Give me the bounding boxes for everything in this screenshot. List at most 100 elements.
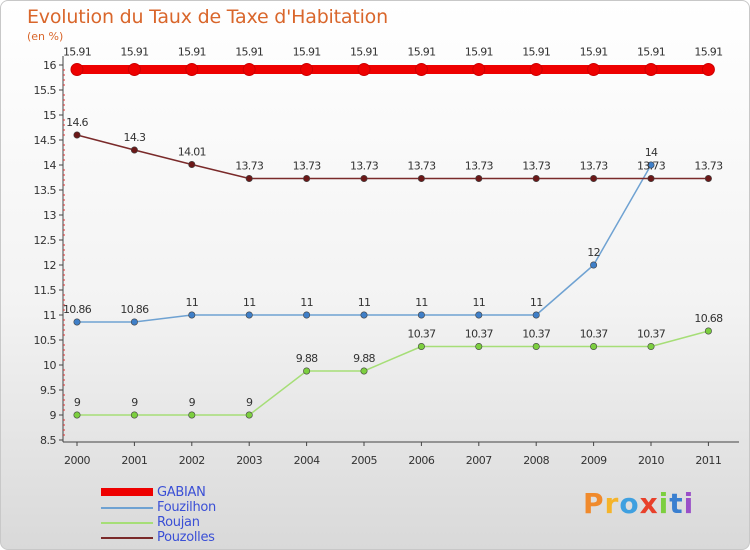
data-point	[647, 161, 655, 169]
series-line-pouzolles	[76, 134, 710, 180]
data-label: 10.68	[694, 312, 723, 325]
data-label: 11	[300, 296, 313, 309]
data-label: 10.37	[465, 328, 494, 341]
x-tick-label: 2004	[294, 454, 320, 467]
y-tick-label: 11	[43, 309, 56, 322]
data-label: 10.37	[522, 328, 551, 341]
legend-label: Fouzilhon	[157, 500, 216, 515]
data-label: 10.37	[407, 328, 436, 341]
logo-letter: P	[583, 487, 605, 520]
data-point	[130, 146, 138, 154]
data-point	[300, 63, 314, 76]
x-tick-label: 2001	[121, 454, 147, 467]
y-tick-label: 9.5	[40, 384, 56, 397]
data-point	[417, 342, 425, 350]
data-label: 13.73	[293, 160, 322, 173]
data-label: 10.86	[120, 303, 149, 316]
data-label: 13.73	[350, 160, 379, 173]
data-label: 11	[530, 296, 543, 309]
data-label: 9	[189, 396, 196, 409]
data-label: 15.91	[637, 46, 665, 59]
data-point	[475, 342, 483, 350]
x-tick-label: 2009	[581, 454, 607, 467]
y-tick-label: 14	[43, 159, 56, 172]
data-point	[357, 63, 371, 76]
x-tick-label: 2003	[236, 454, 262, 467]
data-label: 9	[246, 396, 253, 409]
logo-letter: x	[639, 487, 659, 520]
data-point	[303, 175, 311, 183]
legend-swatch	[101, 537, 153, 539]
y-tick-label: 13	[43, 209, 56, 222]
logo-letter: o	[619, 487, 640, 520]
data-label: 11	[243, 296, 256, 309]
data-label: 13.73	[637, 160, 666, 173]
data-label: 11	[472, 296, 485, 309]
data-point	[532, 311, 540, 319]
x-tick-label: 2005	[351, 454, 377, 467]
data-point	[245, 175, 253, 183]
data-point	[417, 311, 425, 319]
y-tick-label: 15.5	[34, 84, 57, 97]
y-tick-label: 15	[43, 109, 56, 122]
data-label: 10.37	[580, 328, 609, 341]
data-point	[360, 311, 368, 319]
legend-label: GABIAN	[157, 485, 206, 500]
data-label: 13.73	[522, 160, 551, 173]
data-point	[185, 63, 199, 76]
data-label: 12	[587, 246, 600, 259]
data-label: 11	[185, 296, 198, 309]
data-label: 13.73	[235, 160, 264, 173]
data-label: 14.6	[66, 116, 88, 129]
data-point	[417, 175, 425, 183]
y-tick-label: 16	[43, 59, 56, 72]
y-tick-label: 9	[50, 409, 57, 422]
y-tick-label: 14.5	[34, 134, 57, 147]
data-point	[647, 342, 655, 350]
data-point	[242, 63, 256, 76]
data-label: 15.91	[522, 46, 550, 59]
data-point	[70, 63, 84, 76]
data-label: 15.91	[120, 46, 148, 59]
data-label: 15.91	[63, 46, 91, 59]
data-label: 13.73	[694, 160, 723, 173]
legend-label: Pouzolles	[157, 530, 215, 545]
data-point	[532, 342, 540, 350]
data-point	[130, 318, 138, 326]
data-point	[73, 131, 81, 139]
data-point	[360, 175, 368, 183]
logo-letter: t	[669, 487, 684, 520]
data-point	[529, 63, 543, 76]
x-tick-label: 2000	[64, 454, 90, 467]
data-point	[245, 411, 253, 419]
data-point	[532, 175, 540, 183]
data-point	[303, 367, 311, 375]
data-point	[590, 175, 598, 183]
y-tick-label: 8.5	[40, 434, 56, 447]
y-tick-label: 12	[43, 259, 56, 272]
data-point	[587, 63, 601, 76]
data-point	[590, 261, 598, 269]
data-label: 15.91	[465, 46, 493, 59]
data-point	[245, 311, 253, 319]
data-point	[647, 175, 655, 183]
y-tick-label: 10.5	[34, 334, 57, 347]
chart-title: Evolution du Taux de Taxe d'Habitation	[27, 6, 388, 28]
logo-letter: i	[658, 487, 670, 520]
data-point	[188, 411, 196, 419]
y-tick-label: 11.5	[34, 284, 57, 297]
data-point	[130, 411, 138, 419]
data-point	[472, 63, 486, 76]
data-label: 15.91	[235, 46, 263, 59]
data-label: 15.91	[694, 46, 722, 59]
proxiti-logo[interactable]: Proxiti	[583, 487, 694, 520]
x-tick-label: 2002	[179, 454, 205, 467]
data-label: 14.3	[124, 131, 146, 144]
logo-letter: i	[683, 487, 695, 520]
data-point	[644, 63, 658, 76]
data-point	[73, 411, 81, 419]
data-point	[414, 63, 428, 76]
x-tick-label: 2010	[638, 454, 664, 467]
x-tick-label: 2007	[466, 454, 492, 467]
data-point	[73, 318, 81, 326]
